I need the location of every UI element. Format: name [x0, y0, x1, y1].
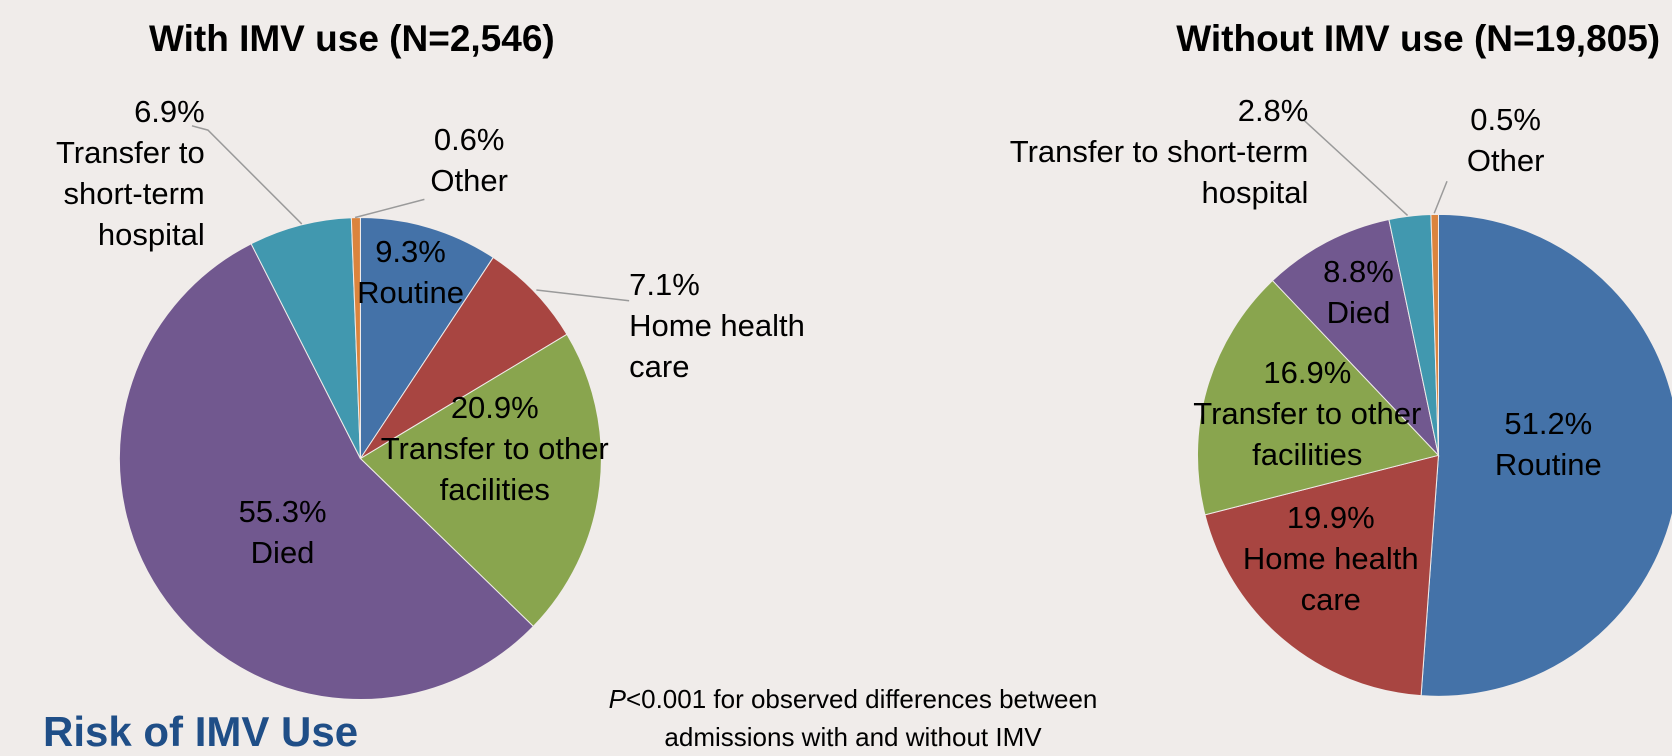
slice-label: 0.5% Other	[1446, 99, 1566, 181]
slice-category-label: Transfer to short-term hospital	[1009, 133, 1309, 210]
pie-slice	[1197, 279, 1440, 516]
slice-category-label: Home health care	[1242, 540, 1419, 617]
pie-slice	[360, 256, 568, 459]
slice-label: 9.3% Routine	[331, 231, 491, 313]
slice-value-label: 0.5%	[1470, 102, 1541, 138]
slice-label: 51.2% Routine	[1468, 403, 1628, 485]
slice-value-label: 55.3%	[238, 493, 327, 529]
slice-value-label: 20.9%	[450, 390, 539, 426]
heading: Risk of IMV Use	[43, 708, 359, 755]
leader-line	[1302, 118, 1409, 216]
slice-category-label: Routine	[357, 275, 464, 311]
chart-title: With IMV use (N=2,546)	[149, 18, 555, 59]
slice-category-label: Transfer to other facilities	[380, 431, 609, 508]
slice-label: 20.9% Transfer to other facilities	[380, 387, 610, 510]
slice-category-label: Other	[1466, 143, 1545, 179]
slice-label: 7.1% Home health care	[629, 264, 829, 387]
pie-slice	[250, 217, 361, 459]
slice-value-label: 2.8%	[1237, 92, 1309, 128]
slice-value-label: 9.3%	[375, 234, 446, 270]
slice-label: 55.3% Died	[203, 491, 363, 573]
slice-value-label: 19.9%	[1286, 499, 1375, 535]
slice-category-label: Transfer to other facilities	[1193, 395, 1422, 472]
slice-value-label: 16.9%	[1263, 354, 1352, 390]
leader-line	[354, 198, 425, 219]
slice-category-label: Died	[250, 534, 315, 570]
footnote-italic: P	[608, 684, 626, 714]
slice-label: 16.9% Transfer to other facilities	[1192, 352, 1422, 475]
slice-value-label: 8.8%	[1323, 253, 1394, 289]
chart-title: Without IMV use (N=19,805)	[1176, 18, 1661, 59]
slice-category-label: Died	[1326, 294, 1391, 330]
leader-line	[536, 289, 630, 302]
slice-category-label: Home health care	[629, 308, 805, 385]
pie-slice	[359, 217, 494, 461]
pie-slice	[1420, 213, 1672, 697]
slice-category-label: Transfer to short-term hospital	[56, 134, 205, 252]
leader-line	[191, 125, 303, 225]
slice-value-label: 6.9%	[134, 93, 205, 129]
slice-category-label: Routine	[1494, 447, 1602, 483]
pie-slice	[359, 333, 602, 628]
slice-value-label: 51.2%	[1504, 406, 1593, 442]
slice-category-label: Other	[430, 163, 508, 199]
slice-value-label: 0.6%	[433, 122, 505, 158]
slice-label: 6.9% Transfer to short-term hospital	[35, 91, 205, 255]
leader-line	[1433, 180, 1448, 214]
slice-value-label: 7.1%	[629, 267, 700, 303]
pie-slice	[1430, 213, 1439, 456]
pie-slice	[1271, 218, 1440, 457]
footnote-text: <0.001 for observed differences between …	[625, 684, 1098, 752]
slice-label: 8.8% Died	[1279, 251, 1439, 333]
slice-label: 2.8% Transfer to short-term hospital	[1008, 90, 1309, 213]
pie-slice	[118, 243, 535, 701]
slice-label: 0.6% Other	[409, 119, 529, 201]
footnote: P<0.001 for observed differences between…	[593, 680, 1113, 756]
pie-slice	[1204, 454, 1440, 697]
slice-label: 19.9% Home health care	[1231, 497, 1431, 620]
